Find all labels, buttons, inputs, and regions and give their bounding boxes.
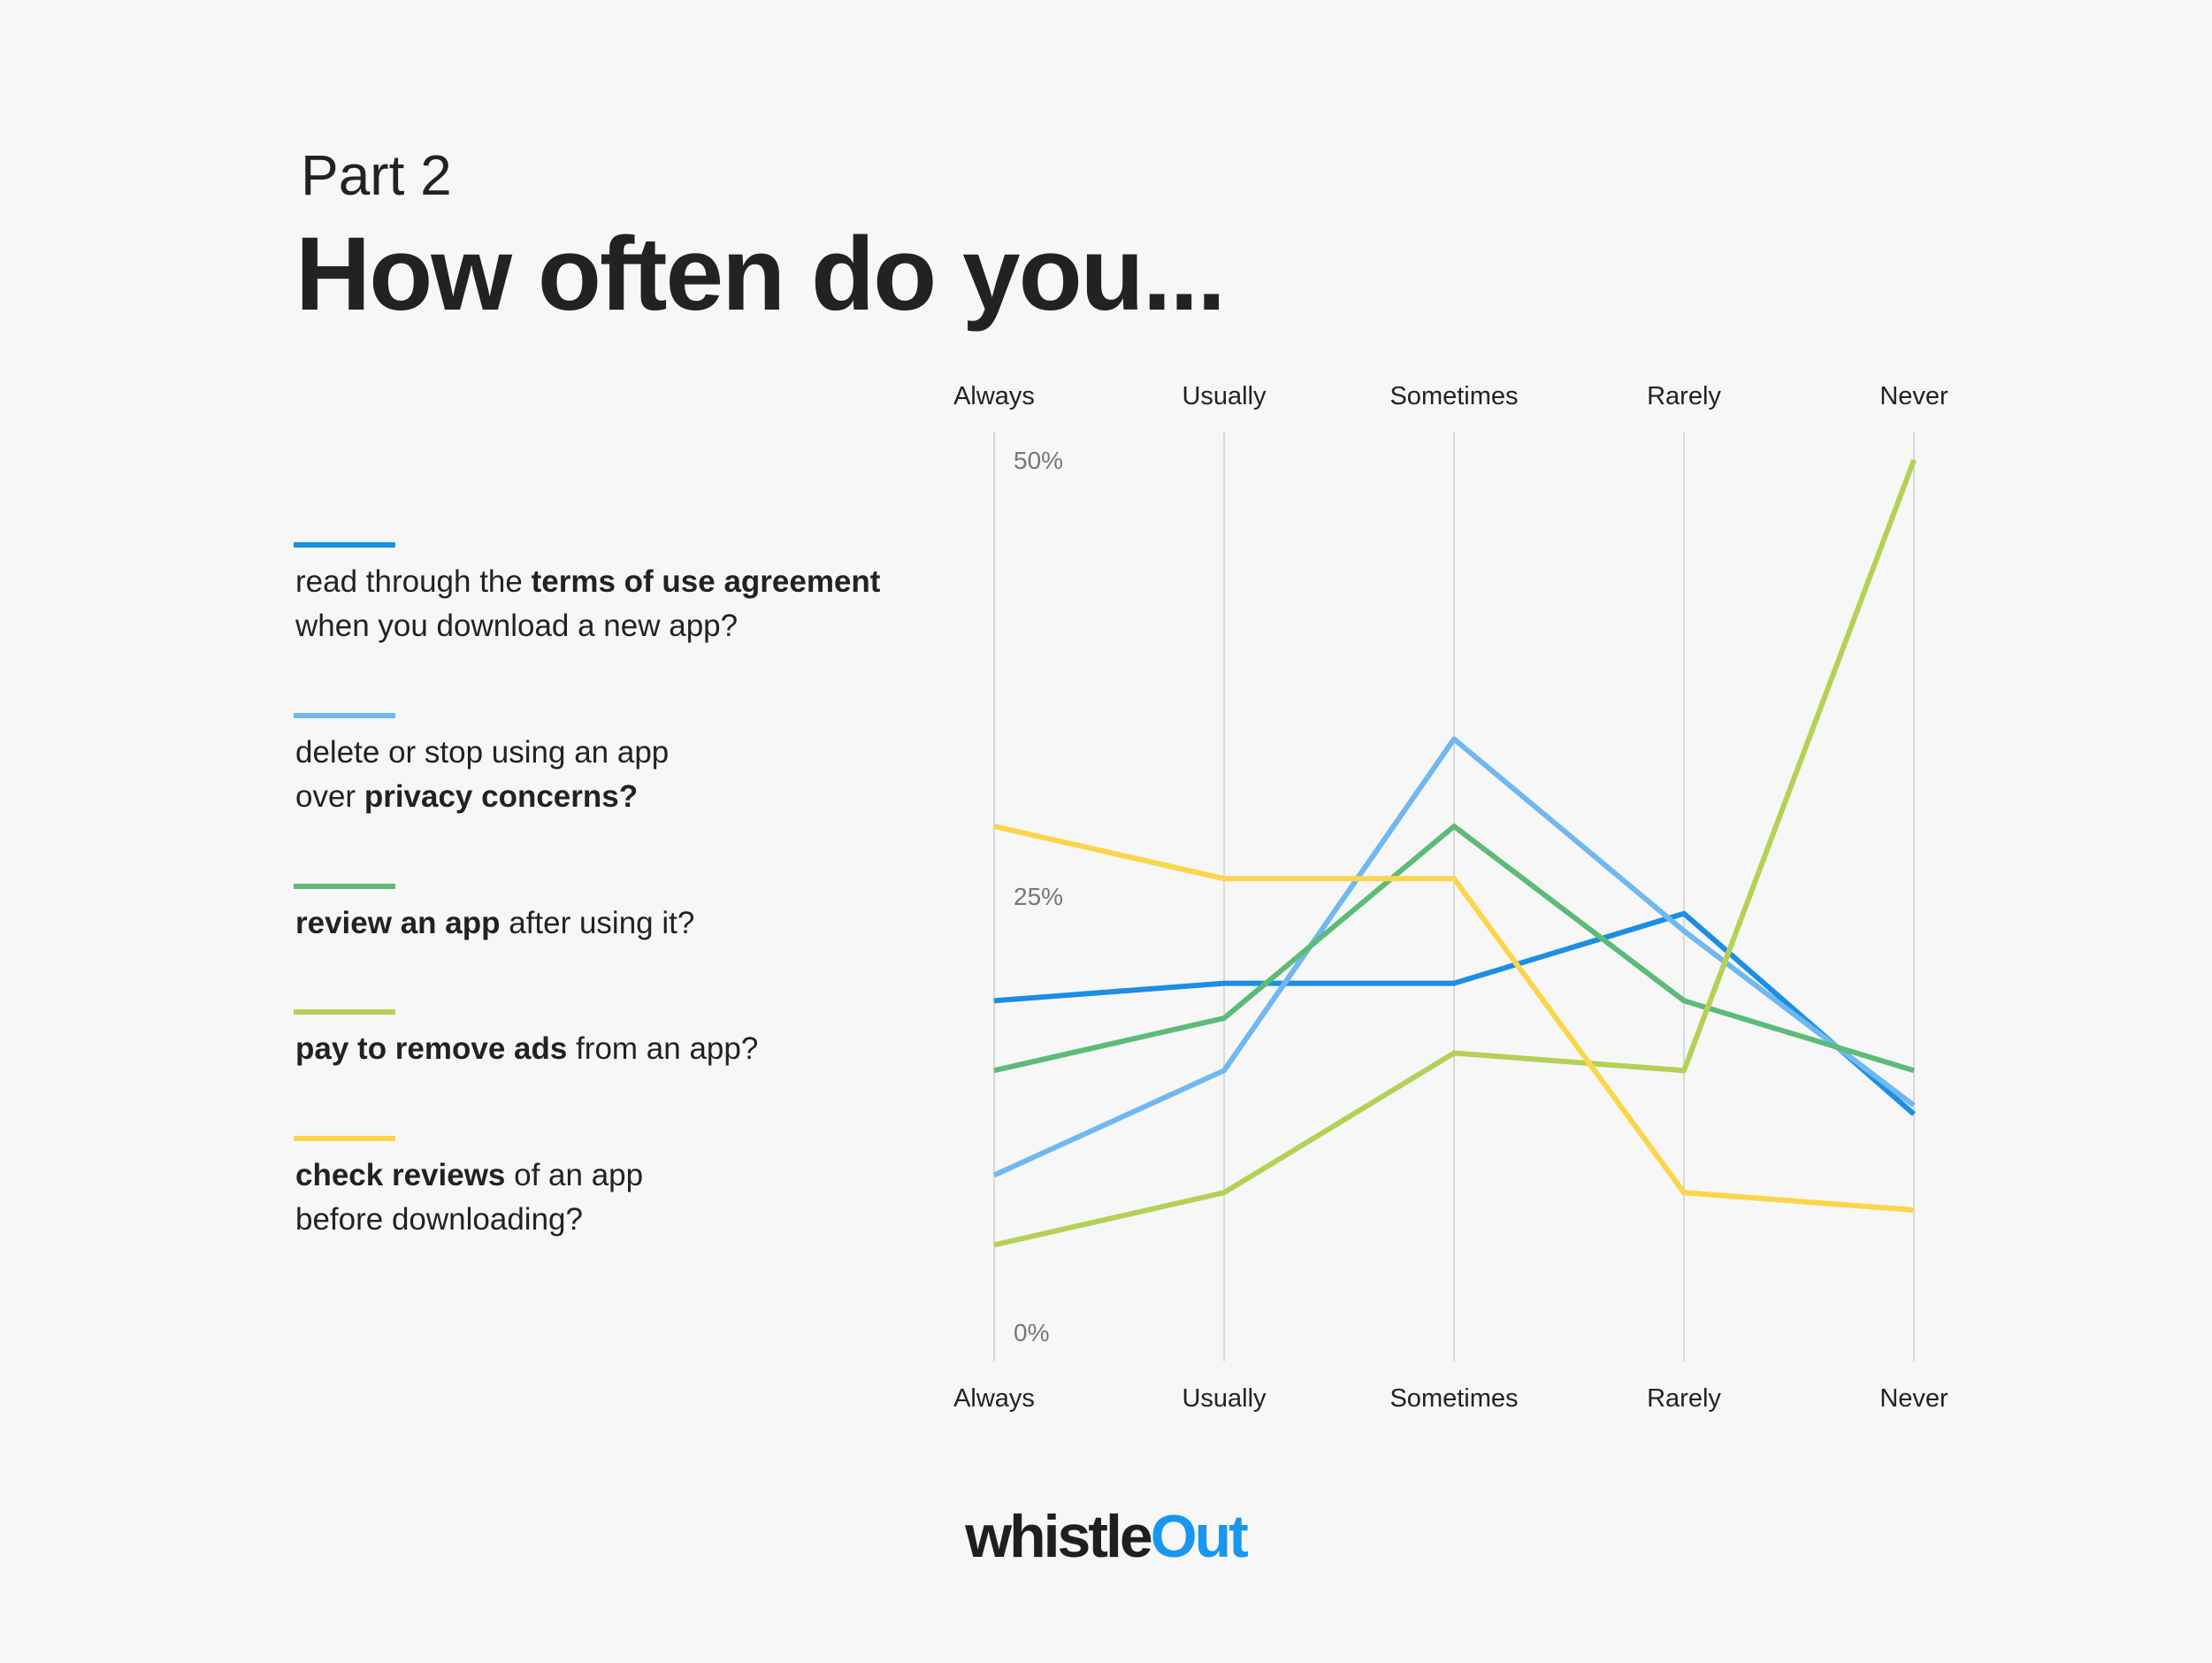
legend-label: when you download a new app? bbox=[295, 609, 738, 643]
legend-text: of an app bbox=[505, 1158, 643, 1192]
legend-text: read through the bbox=[295, 564, 532, 599]
legend-text: from an app? bbox=[567, 1031, 758, 1066]
legend-text: delete or stop using an app bbox=[295, 735, 669, 770]
legend-text: before downloading? bbox=[295, 1202, 583, 1237]
x-tick-label-top: Sometimes bbox=[1389, 382, 1518, 410]
x-tick-label: Sometimes bbox=[1389, 1384, 1518, 1413]
legend-label: review an app after using it? bbox=[295, 906, 694, 940]
legend-text: terms of use agreement bbox=[532, 564, 881, 599]
x-tick-label: Usually bbox=[1182, 1384, 1267, 1413]
legend-text: when you download a new app? bbox=[295, 609, 738, 643]
x-tick-label: Always bbox=[953, 1384, 1035, 1413]
chart-title: How often do you... bbox=[295, 216, 1224, 333]
x-tick-label-top: Usually bbox=[1182, 382, 1267, 410]
logo-dark: whistle bbox=[964, 1503, 1152, 1570]
x-tick-label-top: Always bbox=[953, 382, 1035, 410]
series-line bbox=[993, 824, 1915, 1074]
series-line bbox=[993, 910, 1916, 1116]
x-tick-label-top: Rarely bbox=[1647, 382, 1721, 410]
legend-text: check reviews bbox=[295, 1158, 505, 1192]
series-line bbox=[993, 458, 1917, 1248]
x-tick-label: Never bbox=[1879, 1384, 1948, 1413]
legend-label: check reviews of an app bbox=[295, 1158, 643, 1192]
legend-text: privacy concerns? bbox=[364, 779, 638, 814]
series-line bbox=[993, 824, 1915, 1213]
chart-subtitle: Part 2 bbox=[301, 143, 452, 207]
legend-text: review an app bbox=[295, 906, 500, 940]
legend-text: after using it? bbox=[500, 906, 694, 940]
logo-accent: Out bbox=[1151, 1503, 1248, 1570]
x-tick-label-top: Never bbox=[1879, 382, 1948, 410]
y-tick-label: 50% bbox=[1014, 447, 1063, 474]
y-tick-label: 25% bbox=[1014, 883, 1063, 910]
logo: whistleOut bbox=[964, 1503, 1248, 1570]
legend-label: before downloading? bbox=[295, 1202, 583, 1237]
y-tick-label: 0% bbox=[1014, 1319, 1049, 1346]
legend-label: over privacy concerns? bbox=[295, 779, 638, 814]
legend-label: delete or stop using an app bbox=[295, 735, 669, 770]
legend-label: pay to remove ads from an app? bbox=[295, 1031, 758, 1066]
legend-label: read through the terms of use agreement bbox=[295, 564, 881, 599]
legend-text: over bbox=[295, 779, 364, 814]
series-line bbox=[992, 736, 1916, 1178]
legend-text: pay to remove ads bbox=[295, 1031, 567, 1066]
x-tick-label: Rarely bbox=[1647, 1384, 1721, 1413]
